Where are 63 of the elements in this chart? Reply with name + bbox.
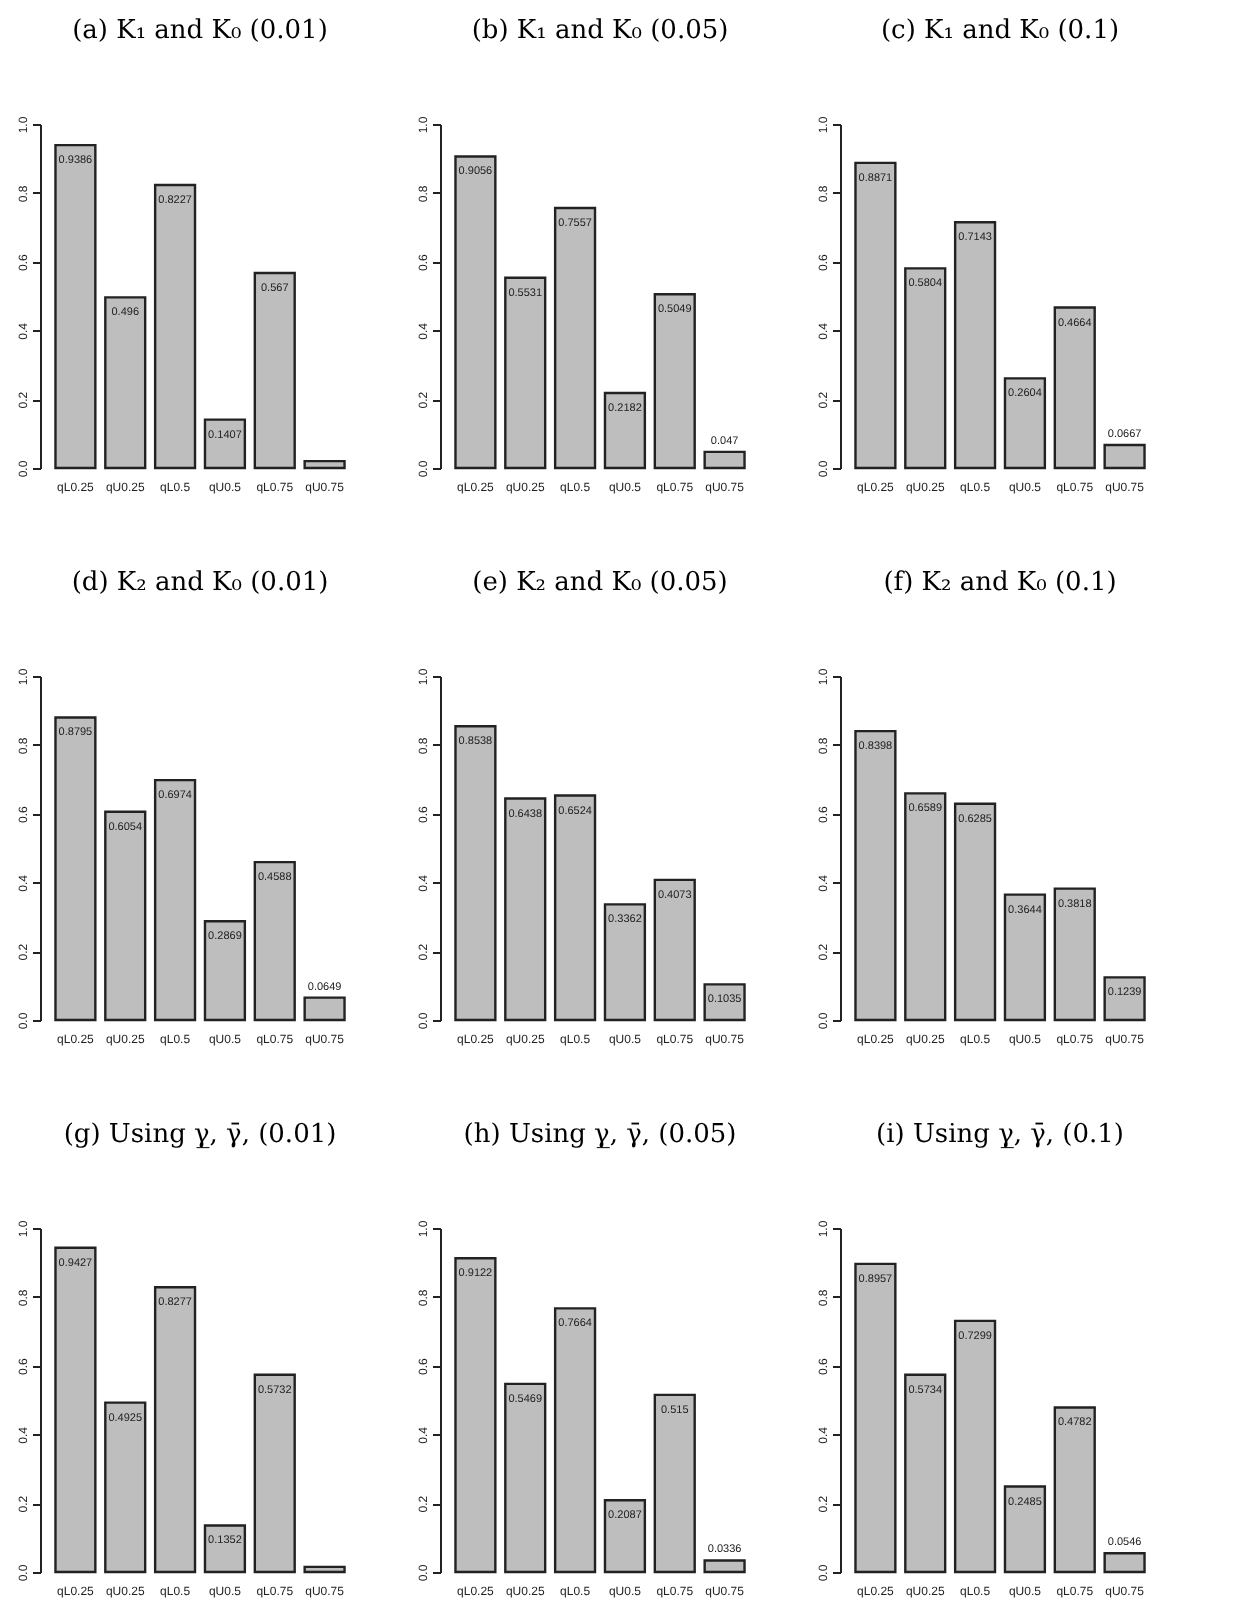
bar	[153, 183, 197, 470]
bar	[1053, 887, 1096, 1022]
bar	[653, 878, 696, 1022]
bar	[504, 1382, 547, 1574]
bar	[553, 206, 597, 470]
bar	[104, 1401, 147, 1574]
bar	[454, 155, 497, 470]
chart-title: (g) Using γ̲, γ̄, (0.01)	[63, 1119, 337, 1150]
bar	[953, 1319, 997, 1574]
bar	[653, 293, 696, 470]
chart-title: (e) K₂ and K₀ (0.05)	[472, 567, 728, 598]
bar	[854, 1262, 897, 1574]
bar	[904, 267, 947, 470]
bar	[303, 459, 346, 470]
bar	[153, 1286, 197, 1574]
bar	[104, 296, 147, 470]
bar	[253, 860, 296, 1022]
bar	[253, 271, 296, 470]
bar	[1003, 893, 1047, 1022]
bar	[253, 1373, 296, 1574]
bar	[303, 1565, 346, 1574]
chart-title: (f) K₂ and K₀ (0.1)	[883, 567, 1117, 598]
bar	[1103, 976, 1146, 1022]
chart-title: (i) Using γ̲, γ̄, (0.1)	[876, 1119, 1124, 1150]
bar	[1053, 1406, 1096, 1574]
bar	[953, 221, 997, 470]
bar	[504, 276, 547, 470]
bar	[1003, 1485, 1047, 1574]
bar	[703, 1559, 746, 1574]
bar	[703, 983, 746, 1022]
bar	[454, 725, 497, 1022]
bar	[504, 797, 547, 1022]
bar	[904, 1373, 947, 1574]
bar	[553, 794, 597, 1022]
bar	[703, 450, 746, 470]
bar	[553, 1307, 597, 1574]
bar	[303, 996, 346, 1022]
bar	[904, 792, 947, 1022]
bar	[153, 778, 197, 1022]
bar	[454, 1257, 497, 1574]
bar	[854, 161, 897, 470]
bar	[1103, 1552, 1146, 1574]
bar	[203, 920, 247, 1022]
bar	[54, 143, 97, 470]
chart-title: (c) K₁ and K₀ (0.1)	[880, 15, 1120, 46]
bar	[54, 716, 97, 1022]
bar	[1103, 443, 1146, 470]
bar	[203, 418, 247, 470]
bar	[953, 802, 997, 1022]
bar	[203, 1524, 247, 1574]
bar	[54, 1246, 97, 1574]
chart-title: (h) Using γ̲, γ̄, (0.05)	[463, 1119, 737, 1150]
bar	[1003, 377, 1047, 470]
bar	[603, 903, 647, 1022]
bar	[653, 1393, 696, 1574]
bar	[854, 729, 897, 1022]
chart-title: (b) K₁ and K₀ (0.05)	[471, 15, 729, 46]
bar	[603, 1499, 647, 1574]
bar	[603, 391, 647, 470]
chart-title: (d) K₂ and K₀ (0.01)	[71, 567, 329, 598]
bar	[104, 810, 147, 1022]
chart-title: (a) K₁ and K₀ (0.01)	[72, 15, 328, 46]
bar	[1053, 306, 1096, 470]
